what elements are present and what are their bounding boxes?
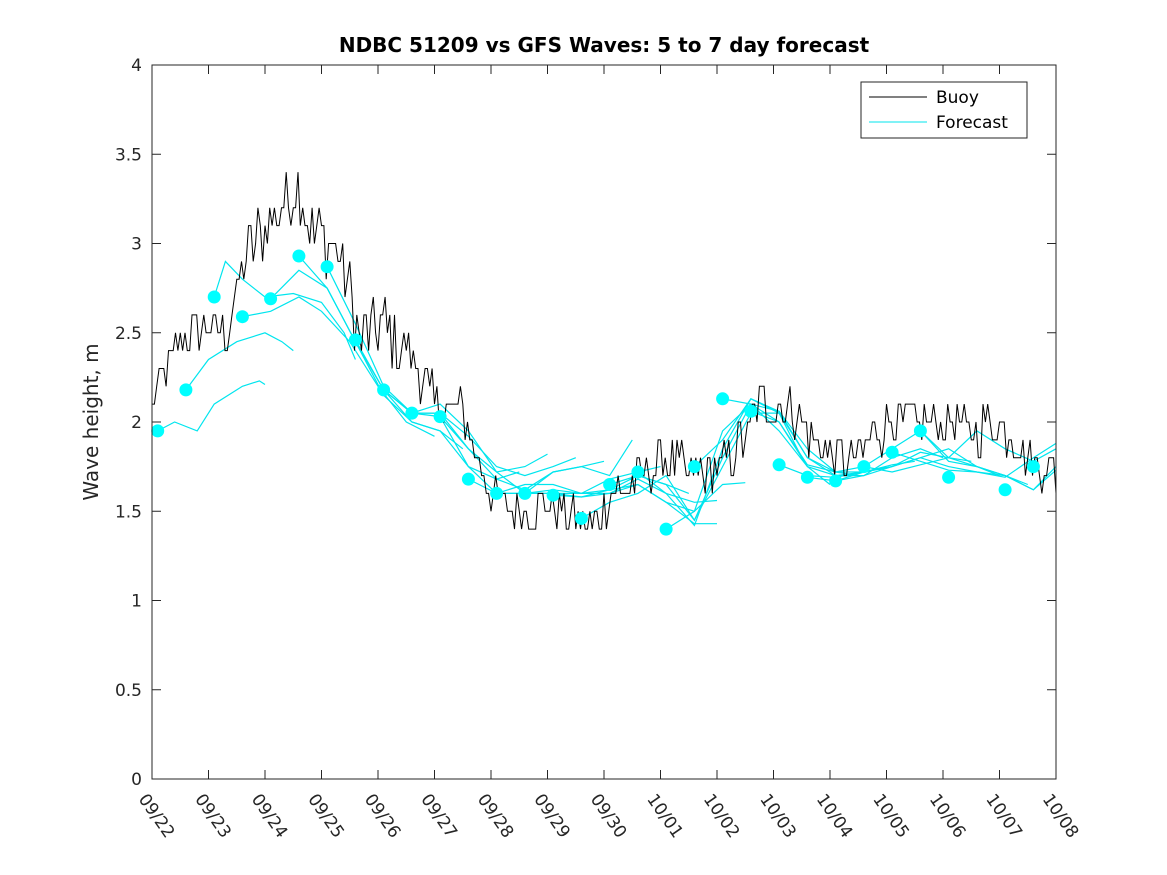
- y-tick-label-7: 3.5: [115, 145, 142, 165]
- forecast-marker-8: [377, 383, 391, 397]
- forecast-line-10: [439, 416, 661, 495]
- forecast-line-2: [213, 260, 356, 360]
- forecast-marker-23: [800, 470, 814, 484]
- buoy-series: [152, 172, 1057, 530]
- forecast-marker-26: [885, 445, 899, 459]
- forecast-marker-22: [772, 458, 786, 472]
- forecast-line-3: [242, 296, 435, 437]
- forecast-marker-9: [405, 406, 419, 420]
- forecast-marker-3: [235, 310, 249, 324]
- forecast-marker-25: [857, 460, 871, 474]
- forecast-marker-10: [433, 410, 447, 424]
- forecast-marker-0: [151, 424, 165, 438]
- forecast-line-14: [553, 483, 717, 525]
- forecast-marker-4: [264, 292, 278, 306]
- forecast-marker-12: [490, 486, 504, 500]
- forecast-marker-20: [716, 392, 730, 406]
- forecast-marker-19: [687, 460, 701, 474]
- forecast-marker-7: [348, 333, 362, 347]
- forecast-marker-29: [998, 483, 1012, 497]
- legend-buoy-label: Buoy: [936, 88, 979, 108]
- forecast-marker-1: [179, 383, 193, 397]
- forecast-marker-5: [292, 249, 306, 263]
- forecast-marker-2: [207, 290, 221, 304]
- legend: Buoy Forecast: [860, 81, 1028, 139]
- y-tick-label-1: 0.5: [115, 681, 142, 701]
- forecast-line-0: [157, 380, 266, 432]
- forecast-marker-6: [320, 260, 334, 274]
- chart-title: NDBC 51209 vs GFS Waves: 5 to 7 day fore…: [339, 33, 870, 57]
- forecast-marker-13: [518, 486, 532, 500]
- buoy-line: [152, 172, 1057, 530]
- forecast-markers: [151, 249, 1040, 536]
- forecast-line-1: [185, 332, 294, 391]
- forecast-line-25: [863, 430, 1057, 473]
- forecast-marker-24: [829, 474, 843, 488]
- forecast-marker-15: [574, 511, 588, 525]
- y-tick-label-6: 3: [131, 235, 142, 255]
- y-tick-label-8: 4: [131, 56, 142, 76]
- forecast-marker-21: [744, 404, 758, 418]
- forecast-marker-27: [913, 424, 927, 438]
- forecast-marker-28: [942, 470, 956, 484]
- forecast-marker-18: [659, 522, 673, 536]
- legend-forecast-label: Forecast: [936, 113, 1008, 133]
- plot-area: [152, 65, 1056, 779]
- y-tick-label-3: 1.5: [115, 502, 142, 522]
- forecast-marker-14: [546, 488, 560, 502]
- forecast-line-27: [919, 430, 1057, 491]
- forecast-marker-16: [603, 478, 617, 491]
- legend-box: [860, 81, 1028, 139]
- y-tick-label-0: 0: [131, 770, 142, 790]
- y-tick-label-4: 2: [131, 413, 142, 433]
- forecast-marker-30: [1026, 460, 1040, 474]
- y-tick-label-2: 1: [131, 592, 142, 612]
- forecast-line-26: [891, 442, 1057, 478]
- forecast-line-19: [693, 398, 915, 473]
- y-tick-label-5: 2.5: [115, 324, 142, 344]
- y-axis-label: Wave height, m: [79, 343, 103, 500]
- forecast-marker-11: [461, 472, 475, 486]
- forecast-marker-17: [631, 465, 645, 479]
- forecast-line-5: [298, 255, 520, 480]
